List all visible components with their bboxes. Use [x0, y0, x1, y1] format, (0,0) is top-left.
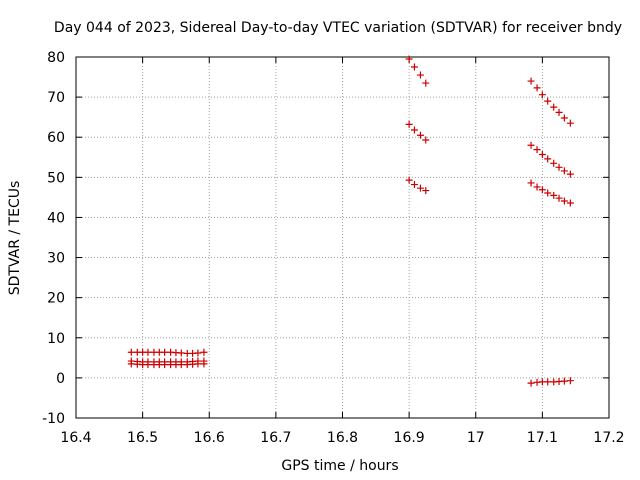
series-sat-d	[405, 55, 430, 87]
data-point	[410, 63, 418, 71]
data-point	[422, 79, 430, 87]
series-sat-f	[405, 176, 430, 195]
data-point	[416, 131, 424, 139]
data-point	[566, 119, 574, 127]
series-sat-j	[527, 377, 574, 387]
x-tick-label: 16.6	[194, 430, 225, 446]
data-point	[566, 377, 574, 385]
data-point	[422, 136, 430, 144]
x-tick-label: 16.4	[60, 430, 91, 446]
grid-lines	[76, 57, 609, 418]
y-tick-label: 20	[47, 291, 65, 307]
series-sat-a	[127, 348, 208, 357]
y-tick-label: 50	[47, 170, 65, 186]
data-point	[416, 184, 424, 192]
data-point	[200, 348, 208, 356]
data-point	[405, 176, 413, 184]
data-point	[194, 349, 202, 357]
x-tick-labels: 16.4 16.5 16.6 16.7 16.8 16.9 17 17.1 17.2	[60, 430, 624, 446]
data-point	[200, 360, 208, 368]
y-tick-label: 10	[47, 331, 65, 347]
x-tick-label: 16.9	[394, 430, 425, 446]
data-point	[550, 103, 558, 111]
data-point	[560, 377, 568, 385]
data-point	[527, 379, 535, 387]
data-point	[555, 108, 563, 116]
data-point	[550, 191, 558, 199]
data-point	[544, 97, 552, 105]
data-point	[527, 77, 535, 85]
y-tick-label: 30	[47, 251, 65, 267]
data-point	[161, 348, 169, 356]
data-point	[544, 189, 552, 197]
data-point	[410, 181, 418, 189]
y-tick-labels: -10 0 10 20 30 40 50 60 70 80	[42, 50, 65, 427]
data-point	[405, 120, 413, 128]
data-point	[161, 361, 169, 369]
data-point	[544, 155, 552, 163]
y-tick-label: 40	[47, 210, 65, 226]
data-point	[177, 349, 185, 357]
data-point	[533, 84, 541, 92]
series-sat-i	[527, 179, 574, 207]
x-tick-label: 16.8	[327, 430, 358, 446]
data-point	[533, 146, 541, 154]
data-point	[538, 186, 546, 194]
series-sat-c	[127, 360, 208, 369]
y-tick-label: 0	[56, 371, 65, 387]
chart-title: Day 044 of 2023, Sidereal Day-to-day VTE…	[54, 20, 622, 36]
data-point	[538, 91, 546, 99]
y-axis-label: SDTVAR / TECUs	[7, 181, 23, 296]
data-point	[144, 348, 152, 356]
series-sat-h	[527, 141, 574, 178]
x-axis-label: GPS time / hours	[281, 458, 398, 474]
data-point	[127, 360, 135, 368]
series-sat-e	[405, 120, 430, 144]
data-point	[566, 199, 574, 207]
data-point	[560, 167, 568, 175]
data-point	[550, 159, 558, 167]
x-tick-label: 17	[467, 430, 485, 446]
data-point	[533, 183, 541, 191]
data-point	[416, 71, 424, 79]
data-point	[566, 170, 574, 178]
x-tick-label: 17.2	[593, 430, 624, 446]
y-tick-label: 80	[47, 50, 65, 66]
x-tick-label: 16.7	[260, 430, 291, 446]
x-tick-label: 16.5	[127, 430, 158, 446]
data-point	[144, 361, 152, 369]
y-tick-label: 70	[47, 90, 65, 106]
data-point	[555, 194, 563, 202]
data-point	[422, 187, 430, 195]
data-point	[527, 179, 535, 187]
data-point	[177, 361, 185, 369]
data-point	[538, 150, 546, 158]
data-point	[127, 348, 135, 356]
data-point	[405, 55, 413, 63]
data-point	[527, 141, 535, 149]
data-point	[555, 163, 563, 171]
data-point	[410, 126, 418, 134]
series-sat-g	[527, 77, 574, 127]
x-tick-label: 17.1	[527, 430, 558, 446]
data-point	[194, 360, 202, 368]
data-point	[560, 114, 568, 122]
data-point	[560, 197, 568, 205]
data-point	[544, 378, 552, 386]
data-points	[127, 55, 574, 387]
y-tick-label: -10	[42, 411, 65, 427]
y-tick-label: 60	[47, 130, 65, 146]
